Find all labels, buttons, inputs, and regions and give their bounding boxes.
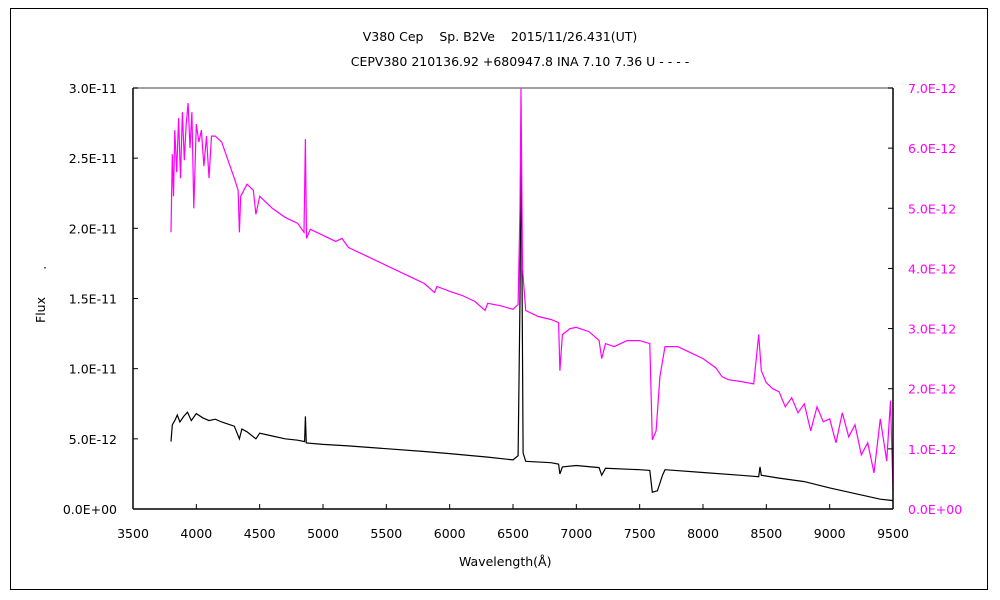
y-right-tick-label: 0.0E+00 — [908, 502, 962, 517]
x-tick-label: 3500 — [117, 526, 149, 541]
axes-group: 3500 4000 4500 5000 5500 6000 6500 7000 7500 8000… — [63, 81, 962, 541]
y-left-tick-label: 5.0E-12 — [69, 432, 117, 447]
y-left-tick-label: 0.0E+00 — [63, 502, 117, 517]
y-left-tick-label: 2.5E-11 — [69, 151, 117, 166]
chart-frame — [10, 8, 988, 590]
y-left-tick-label: 3.0E-11 — [69, 81, 117, 96]
magenta-spectrum-line — [170, 87, 894, 492]
y-left-tick-label: 1.0E-11 — [69, 362, 117, 377]
y-right-tick-label: 6.0E-12 — [908, 141, 956, 156]
chart-subtitle: CEPV380 210136.92 +680947.8 INA 7.10 7.3… — [351, 54, 689, 69]
series-group — [170, 87, 894, 502]
y-right-tick-label: 5.0E-12 — [908, 201, 956, 216]
y-axis-label-mark: · — [43, 260, 47, 275]
y-right-tick-label: 7.0E-12 — [908, 81, 956, 96]
x-axis-label: Wavelength(Å) — [459, 554, 551, 569]
chart-title: V380 Cep Sp. B2Ve 2015/11/26.431(UT) — [363, 29, 638, 44]
y-left-tick-label: 1.5E-11 — [69, 292, 117, 307]
black-spectrum-line — [170, 137, 894, 502]
x-tick-label: 9500 — [877, 526, 909, 541]
x-tick-label: 4000 — [180, 526, 212, 541]
y-right-tick-label: 1.0E-12 — [908, 442, 956, 457]
y-axis-label: Flux — [33, 297, 48, 323]
x-tick-label: 7500 — [624, 526, 656, 541]
x-tick-label: 6000 — [434, 526, 466, 541]
y-right-tick-label: 2.0E-12 — [908, 382, 956, 397]
y-right-tick-label: 3.0E-12 — [908, 322, 956, 337]
x-tick-label: 8000 — [687, 526, 719, 541]
x-tick-label: 4500 — [244, 526, 276, 541]
x-tick-label: 5500 — [370, 526, 402, 541]
x-tick-label: 6500 — [497, 526, 529, 541]
y-left-tick-label: 2.0E-11 — [69, 221, 117, 236]
x-tick-label: 5000 — [307, 526, 339, 541]
y-right-tick-label: 4.0E-12 — [908, 261, 956, 276]
x-tick-label: 8500 — [750, 526, 782, 541]
x-tick-label: 7000 — [560, 526, 592, 541]
x-tick-label: 9000 — [814, 526, 846, 541]
